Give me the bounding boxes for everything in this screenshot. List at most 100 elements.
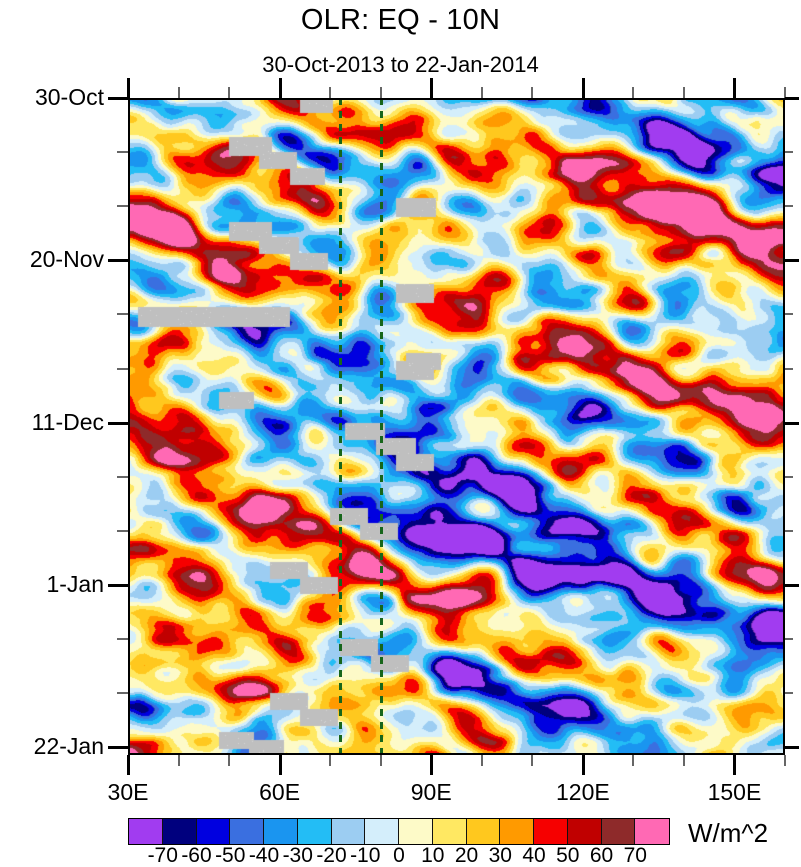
x-major-tick-60 bbox=[279, 755, 282, 775]
olr-heatmap-canvas bbox=[128, 98, 785, 755]
y-minor-tick-2-2 bbox=[117, 530, 128, 532]
y-minor-tick-3-1 bbox=[117, 638, 128, 640]
y-right-minor-3-2 bbox=[785, 692, 793, 694]
y-right-minor-3-1 bbox=[785, 638, 793, 640]
x-top-tick-60 bbox=[279, 78, 282, 98]
x-axis-label-2: 90E bbox=[410, 779, 452, 805]
x-minor-tick-140 bbox=[683, 755, 685, 766]
y-right-minor-0-2 bbox=[785, 205, 793, 207]
colorbar-swatch-15[interactable] bbox=[635, 819, 669, 844]
colorbar-swatch-11[interactable] bbox=[500, 819, 534, 844]
plot-area bbox=[128, 98, 785, 755]
y-axis-label-0: 30-Oct bbox=[34, 84, 104, 110]
y-right-major-tick-4 bbox=[785, 746, 799, 749]
x-top-tick-150 bbox=[733, 78, 736, 98]
colorbar-tick-label-11: 40 bbox=[522, 844, 546, 867]
y-major-tick-2 bbox=[108, 422, 128, 425]
y-right-minor-1-1 bbox=[785, 313, 793, 315]
colorbar-swatch-0[interactable] bbox=[129, 819, 163, 844]
colorbar-swatch-1[interactable] bbox=[162, 819, 197, 844]
colorbar-tick-label-7: 0 bbox=[393, 844, 405, 867]
colorbar-swatch-9[interactable] bbox=[432, 819, 467, 844]
x-top-tick-160 bbox=[784, 87, 786, 98]
colorbar-swatch-14[interactable] bbox=[601, 819, 636, 844]
x-top-tick-50 bbox=[228, 87, 230, 98]
x-minor-tick-40 bbox=[178, 755, 180, 766]
x-minor-tick-160 bbox=[784, 755, 786, 766]
colorbar-unit-label: W/m^2 bbox=[688, 818, 769, 848]
colorbar-tick-label-13: 60 bbox=[589, 844, 614, 867]
page-title: OLR: EQ - 10N bbox=[300, 4, 501, 36]
x-top-tick-130 bbox=[632, 87, 634, 98]
y-minor-tick-1-2 bbox=[117, 368, 128, 370]
x-major-tick-30 bbox=[127, 755, 130, 775]
y-minor-tick-1-1 bbox=[117, 313, 128, 315]
colorbar-swatch-12[interactable] bbox=[534, 819, 568, 844]
y-right-major-tick-2 bbox=[785, 422, 799, 425]
colorbar-swatch-3[interactable] bbox=[230, 819, 264, 844]
y-minor-tick-3-2 bbox=[117, 692, 128, 694]
y-minor-tick-0-1 bbox=[117, 151, 128, 153]
colorbar-tick-label-0: -70 bbox=[147, 844, 178, 867]
colorbar-tick-label-2: -50 bbox=[215, 844, 246, 867]
y-axis-label-2: 11-Dec bbox=[31, 408, 104, 435]
x-axis-label-3: 120E bbox=[555, 779, 610, 805]
colorbar[interactable] bbox=[128, 818, 670, 845]
x-major-tick-90 bbox=[430, 755, 433, 775]
x-axis-label-1: 60E bbox=[259, 779, 301, 805]
y-minor-tick-2-1 bbox=[117, 476, 128, 478]
x-minor-tick-100 bbox=[481, 755, 483, 766]
colorbar-swatch-7[interactable] bbox=[365, 819, 399, 844]
colorbar-tick-label-8: 10 bbox=[421, 844, 445, 867]
x-top-tick-80 bbox=[380, 87, 382, 98]
colorbar-tick-label-12: 50 bbox=[556, 844, 580, 867]
y-right-major-tick-1 bbox=[785, 259, 799, 262]
x-top-tick-140 bbox=[683, 87, 685, 98]
x-top-tick-70 bbox=[329, 87, 331, 98]
x-minor-tick-110 bbox=[531, 755, 533, 766]
colorbar-tick-label-14: 70 bbox=[623, 844, 647, 867]
x-minor-tick-70 bbox=[329, 755, 331, 766]
x-minor-tick-130 bbox=[632, 755, 634, 766]
x-top-tick-110 bbox=[531, 87, 533, 98]
colorbar-swatch-6[interactable] bbox=[331, 819, 366, 844]
x-major-tick-150 bbox=[733, 755, 736, 775]
y-right-minor-2-2 bbox=[785, 530, 793, 532]
x-axis-label-0: 30E bbox=[107, 779, 149, 805]
colorbar-swatch-8[interactable] bbox=[399, 819, 433, 844]
colorbar-swatch-4[interactable] bbox=[264, 819, 298, 844]
colorbar-swatch-2[interactable] bbox=[196, 819, 231, 844]
x-top-tick-90 bbox=[430, 78, 433, 98]
colorbar-tick-label-5: -20 bbox=[316, 844, 347, 867]
colorbar-tick-label-9: 20 bbox=[454, 844, 479, 867]
x-top-tick-100 bbox=[481, 87, 483, 98]
y-right-major-tick-0 bbox=[785, 97, 799, 100]
y-major-tick-4 bbox=[108, 746, 128, 749]
y-major-tick-0 bbox=[108, 97, 128, 100]
x-major-tick-120 bbox=[582, 755, 585, 775]
colorbar-tick-label-6: -10 bbox=[350, 844, 381, 867]
x-top-tick-120 bbox=[582, 78, 585, 98]
y-axis-label-4: 22-Jan bbox=[33, 733, 104, 760]
colorbar-swatch-10[interactable] bbox=[466, 819, 501, 844]
y-right-minor-1-2 bbox=[785, 368, 793, 370]
x-axis-label-4: 150E bbox=[707, 779, 762, 805]
colorbar-tick-label-1: -60 bbox=[181, 844, 212, 867]
y-axis-label-3: 1-Jan bbox=[46, 570, 104, 597]
x-top-tick-30 bbox=[127, 78, 130, 98]
x-top-tick-40 bbox=[178, 87, 180, 98]
colorbar-tick-label-10: 30 bbox=[488, 844, 512, 867]
colorbar-tick-label-4: -30 bbox=[282, 844, 313, 867]
x-minor-tick-50 bbox=[228, 755, 230, 766]
y-right-major-tick-3 bbox=[785, 584, 799, 587]
y-major-tick-1 bbox=[108, 259, 128, 262]
colorbar-swatch-5[interactable] bbox=[297, 819, 332, 844]
y-right-minor-0-1 bbox=[785, 151, 793, 153]
y-right-minor-2-1 bbox=[785, 476, 793, 478]
colorbar-tick-label-3: -40 bbox=[248, 844, 280, 867]
y-minor-tick-0-2 bbox=[117, 205, 128, 207]
x-minor-tick-80 bbox=[380, 755, 382, 766]
y-major-tick-3 bbox=[108, 584, 128, 587]
colorbar-swatch-13[interactable] bbox=[567, 819, 602, 844]
